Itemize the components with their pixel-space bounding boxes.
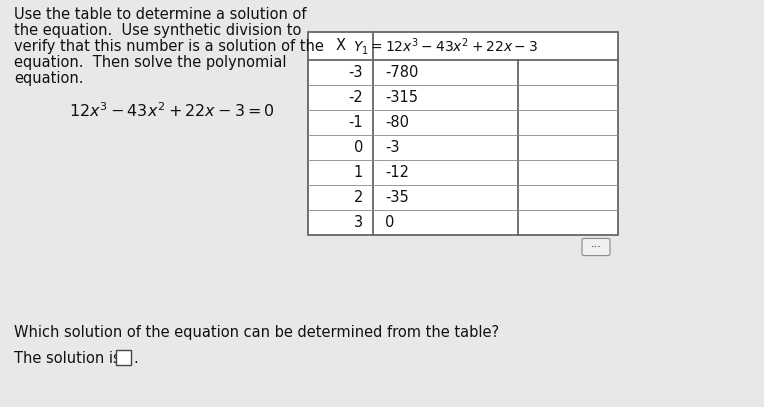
Text: 0: 0 <box>354 140 363 155</box>
Text: .: . <box>133 351 138 366</box>
Bar <box>116 350 131 365</box>
Text: Which solution of the equation can be determined from the table?: Which solution of the equation can be de… <box>14 325 499 340</box>
Text: X: X <box>335 39 345 53</box>
Text: 0: 0 <box>385 215 394 230</box>
Text: -2: -2 <box>348 90 363 105</box>
Text: ···: ··· <box>591 242 601 252</box>
Text: equation.  Then solve the polynomial: equation. Then solve the polynomial <box>14 55 286 70</box>
Text: -1: -1 <box>348 115 363 130</box>
Text: -35: -35 <box>385 190 409 205</box>
Text: -3: -3 <box>348 65 363 80</box>
Text: $Y_1 = 12x^3 - 43x^2 + 22x - 3$: $Y_1 = 12x^3 - 43x^2 + 22x - 3$ <box>353 35 538 57</box>
Text: Use the table to determine a solution of: Use the table to determine a solution of <box>14 7 306 22</box>
Text: verify that this number is a solution of the: verify that this number is a solution of… <box>14 39 324 54</box>
Text: -780: -780 <box>385 65 419 80</box>
Bar <box>308 32 618 235</box>
Text: 1: 1 <box>354 165 363 180</box>
Text: The solution is: The solution is <box>14 351 125 366</box>
Text: -12: -12 <box>385 165 409 180</box>
Text: 2: 2 <box>354 190 363 205</box>
Text: equation.: equation. <box>14 71 83 86</box>
Text: $12x^3 - 43x^2 + 22x - 3 = 0$: $12x^3 - 43x^2 + 22x - 3 = 0$ <box>69 101 275 120</box>
FancyBboxPatch shape <box>582 239 610 256</box>
Text: -80: -80 <box>385 115 409 130</box>
Text: -3: -3 <box>385 140 400 155</box>
Text: -315: -315 <box>385 90 418 105</box>
Text: 3: 3 <box>354 215 363 230</box>
Text: the equation.  Use synthetic division to: the equation. Use synthetic division to <box>14 23 301 38</box>
